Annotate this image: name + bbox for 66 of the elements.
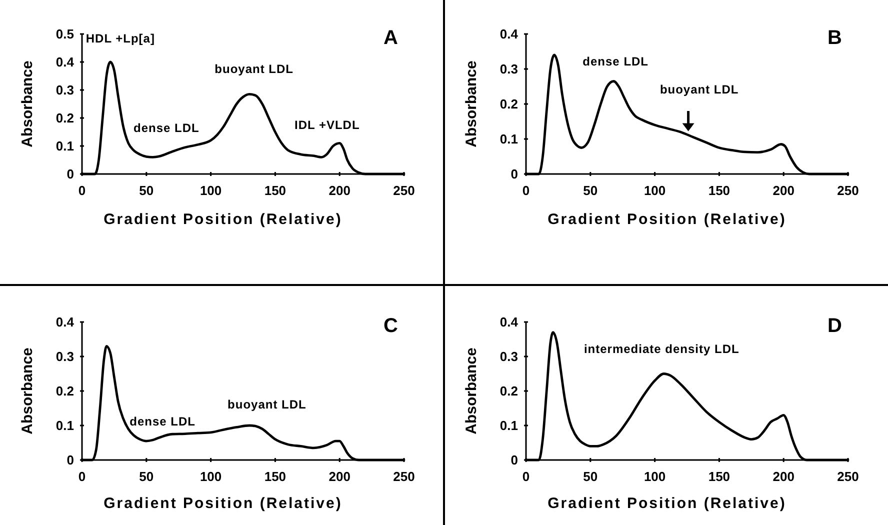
y-axis-title: Absorbance bbox=[463, 348, 480, 434]
x-tick-label: 0 bbox=[522, 469, 530, 484]
x-tick-label: 0 bbox=[522, 183, 530, 198]
x-tick-label: 0 bbox=[78, 469, 86, 484]
x-tick-label: 250 bbox=[393, 183, 415, 198]
x-tick-label: 200 bbox=[772, 469, 794, 484]
x-tick-label: 0 bbox=[78, 183, 86, 198]
annotation: dense LDL bbox=[130, 414, 196, 428]
x-tick-label: 200 bbox=[328, 469, 350, 484]
x-tick-label: 150 bbox=[708, 469, 730, 484]
x-tick-label: 100 bbox=[200, 183, 222, 198]
y-tick-label: 0.1 bbox=[500, 418, 518, 434]
y-tick-label: 0.3 bbox=[500, 349, 518, 364]
y-tick-label: 0.2 bbox=[56, 384, 74, 399]
y-tick-label: 0.4 bbox=[500, 314, 519, 330]
x-tick-label: 250 bbox=[837, 469, 859, 484]
annotation: buoyant LDL bbox=[214, 62, 294, 76]
x-tick-label: 50 bbox=[583, 183, 598, 198]
x-tick-label: 50 bbox=[139, 469, 154, 484]
annotation: HDL +Lp[a] bbox=[86, 31, 155, 46]
y-tick-label: 0.4 bbox=[500, 26, 519, 42]
y-tick-label: 0.2 bbox=[56, 110, 74, 126]
annotation: intermediate density LDL bbox=[584, 342, 740, 356]
x-tick-label: 50 bbox=[139, 183, 154, 198]
annotation: buoyant LDL bbox=[228, 397, 306, 412]
chart-title: B bbox=[828, 27, 842, 49]
x-tick-label: 250 bbox=[837, 183, 859, 198]
y-tick-label: 0.2 bbox=[500, 384, 518, 399]
y-tick-label: 0.4 bbox=[56, 314, 75, 330]
x-tick-label: 100 bbox=[644, 183, 666, 198]
x-axis-title: Gradient Position (Relative) bbox=[548, 211, 786, 228]
x-tick-label: 200 bbox=[772, 183, 794, 198]
y-tick-label: 0.3 bbox=[56, 349, 74, 364]
x-tick-label: 200 bbox=[328, 183, 350, 198]
y-axis-title: Absorbance bbox=[463, 60, 480, 148]
x-tick-label: 150 bbox=[264, 183, 286, 198]
x-axis-title: Gradient Position (Relative) bbox=[104, 211, 342, 228]
y-tick-label: 0.3 bbox=[500, 62, 518, 77]
x-tick-label: 250 bbox=[393, 469, 415, 484]
y-tick-label: 0 bbox=[66, 166, 74, 182]
x-tick-label: 50 bbox=[583, 469, 598, 484]
y-tick-label: 0 bbox=[510, 452, 518, 468]
y-tick-label: 0.1 bbox=[56, 138, 74, 154]
x-tick-label: 150 bbox=[264, 469, 286, 484]
y-tick-label: 0.3 bbox=[56, 82, 74, 98]
chart-title: C bbox=[384, 315, 398, 337]
y-tick-label: 0.4 bbox=[56, 54, 75, 70]
y-tick-label: 0.1 bbox=[500, 132, 518, 147]
chart-title: A bbox=[384, 27, 398, 49]
x-axis-title: Gradient Position (Relative) bbox=[104, 495, 342, 512]
annotation: buoyant LDL bbox=[660, 82, 739, 96]
y-tick-label: 0 bbox=[66, 452, 74, 468]
x-tick-label: 150 bbox=[708, 183, 730, 198]
annotation: dense LDL bbox=[134, 121, 200, 135]
y-tick-label: 0.2 bbox=[500, 96, 518, 112]
annotation: dense LDL bbox=[582, 54, 649, 68]
y-tick-label: 0 bbox=[510, 166, 518, 182]
y-axis-title: Absorbance bbox=[19, 348, 36, 434]
y-tick-label: 0.1 bbox=[56, 418, 74, 434]
y-axis-title: Absorbance bbox=[19, 60, 36, 148]
annotation: IDL +VLDL bbox=[294, 118, 360, 132]
x-tick-label: 100 bbox=[200, 469, 222, 484]
x-axis-title: Gradient Position (Relative) bbox=[548, 495, 786, 512]
x-tick-label: 100 bbox=[644, 469, 666, 484]
y-tick-label: 0.5 bbox=[56, 26, 74, 42]
chart-title: D bbox=[828, 315, 842, 337]
